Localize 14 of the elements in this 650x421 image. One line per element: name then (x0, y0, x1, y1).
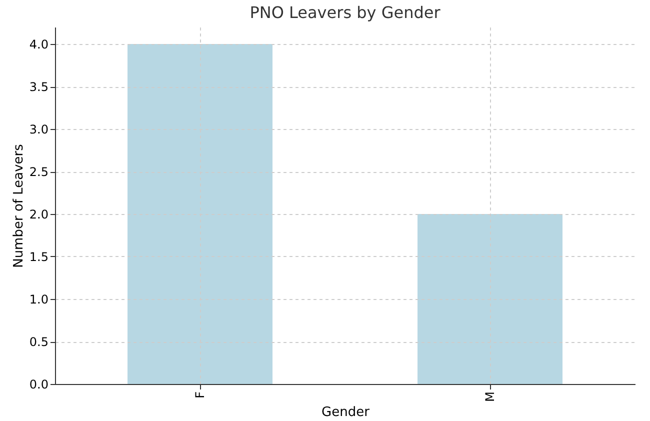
y-tick-label: 3.5 (29, 80, 48, 94)
y-tick-label: 3.0 (29, 122, 48, 136)
x-tick-label: F (193, 391, 207, 398)
y-axis-title: Number of Leavers (11, 144, 26, 268)
y-tick-label: 1.5 (29, 250, 48, 264)
y-tick-label: 1.0 (29, 292, 48, 306)
y-tick-label: 2.5 (29, 165, 48, 179)
y-tick-label: 4.0 (29, 38, 48, 52)
x-axis-title: Gender (322, 404, 370, 420)
y-tick-label: 2.0 (29, 208, 48, 222)
y-tick-label: 0.5 (29, 335, 48, 349)
y-tick-label: 0.0 (29, 378, 48, 392)
x-tick-label: M (483, 392, 497, 402)
chart-title: PNO Leavers by Gender (250, 3, 441, 22)
